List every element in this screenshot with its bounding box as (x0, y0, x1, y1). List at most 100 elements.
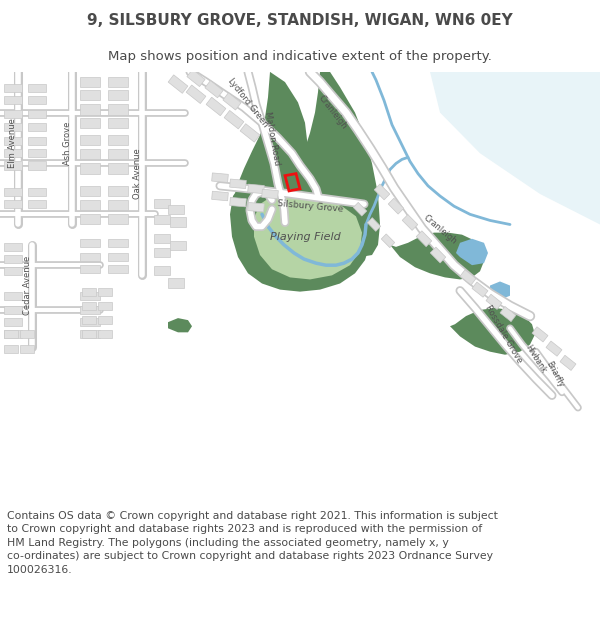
Polygon shape (80, 239, 100, 247)
Polygon shape (98, 330, 112, 339)
Polygon shape (168, 205, 184, 214)
Polygon shape (353, 202, 367, 216)
Polygon shape (80, 330, 100, 339)
Polygon shape (80, 292, 100, 300)
Polygon shape (82, 316, 96, 324)
Polygon shape (80, 253, 100, 261)
Polygon shape (80, 118, 100, 128)
Polygon shape (28, 96, 46, 104)
Polygon shape (108, 239, 128, 247)
Polygon shape (381, 234, 395, 248)
Polygon shape (108, 265, 128, 273)
Polygon shape (80, 200, 100, 210)
Text: Cranleigh: Cranleigh (422, 213, 458, 246)
Polygon shape (367, 217, 381, 231)
Polygon shape (402, 214, 418, 231)
Text: Playing Field: Playing Field (269, 232, 340, 242)
Polygon shape (4, 109, 22, 118)
Polygon shape (390, 232, 484, 279)
Polygon shape (298, 72, 380, 257)
Polygon shape (4, 149, 22, 158)
Polygon shape (108, 104, 128, 114)
Polygon shape (4, 268, 22, 276)
Polygon shape (82, 330, 96, 339)
Polygon shape (430, 72, 600, 224)
Polygon shape (230, 179, 247, 189)
Text: Briarfly: Briarfly (544, 359, 566, 389)
Polygon shape (456, 239, 488, 265)
Polygon shape (416, 231, 432, 247)
Polygon shape (80, 149, 100, 159)
Polygon shape (230, 198, 247, 207)
Polygon shape (187, 69, 205, 87)
Polygon shape (170, 217, 186, 226)
Polygon shape (262, 189, 278, 199)
Polygon shape (4, 292, 22, 300)
Polygon shape (80, 318, 100, 326)
Polygon shape (4, 188, 22, 196)
Polygon shape (28, 84, 46, 92)
Polygon shape (80, 306, 100, 314)
Text: Hivbank: Hivbank (524, 343, 548, 374)
Polygon shape (80, 104, 100, 114)
Text: Maldon Road: Maldon Road (263, 111, 281, 166)
Polygon shape (154, 248, 170, 257)
Text: Contains OS data © Crown copyright and database right 2021. This information is : Contains OS data © Crown copyright and d… (7, 511, 498, 575)
Polygon shape (450, 308, 535, 355)
Polygon shape (108, 253, 128, 261)
Polygon shape (82, 302, 96, 310)
Polygon shape (80, 135, 100, 145)
Text: Map shows position and indicative extent of the property.: Map shows position and indicative extent… (108, 49, 492, 62)
Polygon shape (80, 77, 100, 87)
Text: Silsbury Grove: Silsbury Grove (277, 199, 343, 214)
Polygon shape (4, 84, 22, 92)
Polygon shape (108, 200, 128, 210)
Polygon shape (248, 184, 265, 194)
Polygon shape (28, 137, 46, 145)
Polygon shape (4, 330, 18, 339)
Polygon shape (500, 306, 516, 322)
Polygon shape (486, 294, 502, 309)
Polygon shape (4, 318, 22, 326)
Polygon shape (532, 327, 548, 342)
Polygon shape (108, 118, 128, 128)
Polygon shape (212, 173, 229, 182)
Polygon shape (205, 81, 223, 98)
Polygon shape (28, 200, 46, 208)
Polygon shape (206, 98, 226, 116)
Polygon shape (170, 241, 186, 250)
Polygon shape (4, 330, 22, 339)
Polygon shape (154, 266, 170, 276)
Polygon shape (212, 191, 229, 201)
Polygon shape (248, 202, 265, 212)
Polygon shape (430, 247, 446, 263)
Polygon shape (28, 188, 46, 196)
Polygon shape (223, 92, 241, 110)
Polygon shape (168, 278, 184, 288)
Polygon shape (98, 302, 112, 310)
Polygon shape (490, 281, 510, 300)
Polygon shape (82, 288, 96, 296)
Polygon shape (108, 214, 128, 224)
Polygon shape (108, 90, 128, 101)
Polygon shape (80, 265, 100, 273)
Polygon shape (168, 318, 192, 332)
Polygon shape (108, 77, 128, 87)
Polygon shape (108, 135, 128, 145)
Polygon shape (224, 111, 244, 129)
Polygon shape (560, 355, 576, 371)
Polygon shape (4, 306, 22, 314)
Polygon shape (20, 330, 34, 339)
Polygon shape (340, 72, 600, 326)
Polygon shape (4, 96, 22, 104)
Text: Cedar Avenue: Cedar Avenue (23, 256, 32, 315)
Text: Elm Avenue: Elm Avenue (8, 118, 17, 168)
Text: Oak Avenue: Oak Avenue (133, 148, 143, 199)
Polygon shape (108, 164, 128, 174)
Polygon shape (28, 161, 46, 169)
Text: Lydford Green: Lydford Green (226, 76, 270, 129)
Polygon shape (108, 149, 128, 159)
Polygon shape (80, 164, 100, 174)
Polygon shape (80, 90, 100, 101)
Polygon shape (186, 85, 206, 104)
